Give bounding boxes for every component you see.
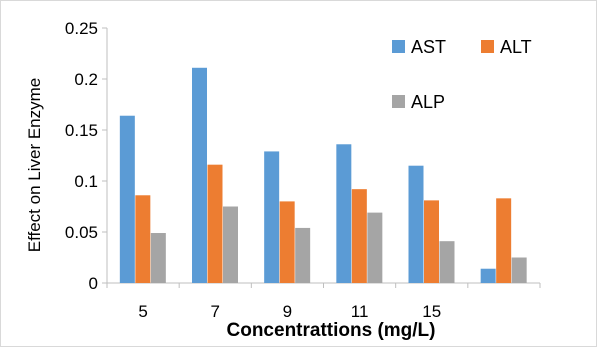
bar-alp [223,206,238,283]
y-tick-label: 0.2 [74,70,98,89]
bar-alp [150,233,166,283]
bar-alt [135,195,151,283]
bar-ast [119,115,135,283]
bar-ast [336,144,352,283]
y-tick-label: 0.05 [65,223,98,242]
bar-alt [424,200,439,283]
y-axis-title: Effect on Liver Enzyme [25,78,44,253]
legend-label-ast: AST [411,37,446,57]
bar-alt [496,198,512,283]
y-tick-label: 0.1 [74,172,98,191]
x-tick-label: 7 [211,302,220,321]
legend-swatch-alp [392,95,405,108]
y-tick-label: 0.25 [65,19,98,38]
bar-ast [408,165,424,283]
bar-alt [351,189,367,283]
bar-alp [295,227,311,283]
y-tick-label: 0 [89,274,98,293]
legend-label-alp: ALP [411,92,445,112]
bar-alp [439,241,455,283]
bar-alt [207,164,223,283]
x-axis-title: Concentrattions (mg/L) [227,320,436,341]
y-tick-label: 0.15 [65,121,98,140]
x-tick-label: 15 [422,302,441,321]
bar-alt [279,201,295,283]
x-tick-label: 5 [138,302,147,321]
plot-area: 0 0.05 0.1 0.15 0.2 0.25 5 7 9 11 15 AST ALT ALP [65,19,541,321]
bar-ast [264,151,280,283]
legend-label-alt: ALT [500,37,532,57]
bar-alp [367,212,383,283]
x-tick-label: 9 [283,302,292,321]
legend-swatch-alt [481,40,494,53]
bar-ast [192,67,207,283]
bar-alp [511,257,527,283]
legend-swatch-ast [392,40,405,53]
x-tick-label: 11 [351,302,369,321]
bar-ast [480,268,496,283]
